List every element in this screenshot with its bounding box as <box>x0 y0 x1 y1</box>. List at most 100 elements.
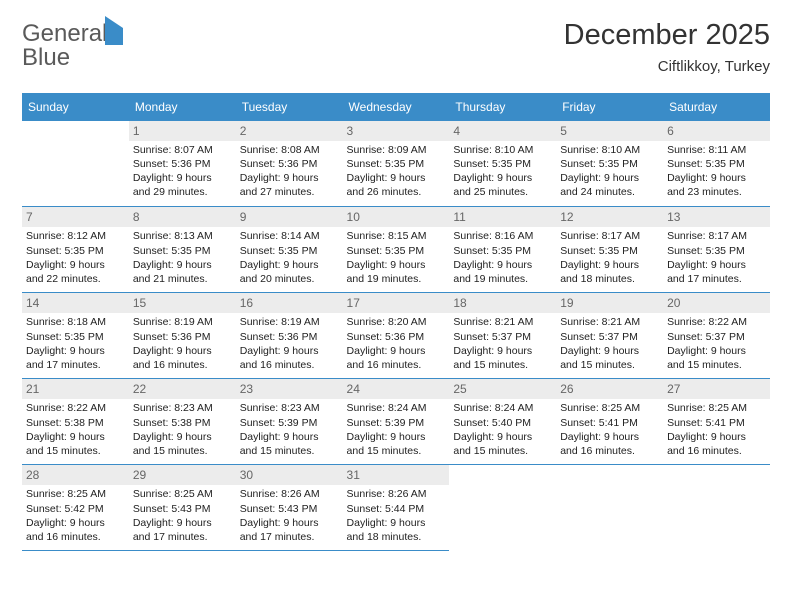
calendar-cell: 15Sunrise: 8:19 AMSunset: 5:36 PMDayligh… <box>129 293 236 379</box>
day-line-d1: Daylight: 9 hours <box>347 344 446 358</box>
day-number: 9 <box>236 207 343 227</box>
calendar-cell: 12Sunrise: 8:17 AMSunset: 5:35 PMDayligh… <box>556 207 663 293</box>
day-line-d1: Daylight: 9 hours <box>26 430 125 444</box>
day-line-d1: Daylight: 9 hours <box>133 430 232 444</box>
day-details: Sunrise: 8:26 AMSunset: 5:44 PMDaylight:… <box>343 487 450 548</box>
logo: General Blue <box>22 22 123 70</box>
day-line-d2: and 16 minutes. <box>560 444 659 458</box>
day-details: Sunrise: 8:23 AMSunset: 5:39 PMDaylight:… <box>236 401 343 462</box>
day-number: 15 <box>129 293 236 313</box>
day-line-sr: Sunrise: 8:10 AM <box>560 143 659 157</box>
day-number: 4 <box>449 121 556 141</box>
day-number: 27 <box>663 379 770 399</box>
day-line-ss: Sunset: 5:39 PM <box>240 416 339 430</box>
day-details: Sunrise: 8:20 AMSunset: 5:36 PMDaylight:… <box>343 315 450 376</box>
day-line-ss: Sunset: 5:35 PM <box>26 330 125 344</box>
day-details: Sunrise: 8:26 AMSunset: 5:43 PMDaylight:… <box>236 487 343 548</box>
day-details: Sunrise: 8:12 AMSunset: 5:35 PMDaylight:… <box>22 229 129 290</box>
day-number: 19 <box>556 293 663 313</box>
day-details: Sunrise: 8:08 AMSunset: 5:36 PMDaylight:… <box>236 143 343 204</box>
day-line-d2: and 21 minutes. <box>133 272 232 286</box>
day-line-d1: Daylight: 9 hours <box>133 258 232 272</box>
day-line-d2: and 22 minutes. <box>26 272 125 286</box>
calendar-week-row: 21Sunrise: 8:22 AMSunset: 5:38 PMDayligh… <box>22 379 770 465</box>
day-line-sr: Sunrise: 8:24 AM <box>347 401 446 415</box>
title-block: December 2025 Ciftlikkoy, Turkey <box>564 20 770 75</box>
day-number: 14 <box>22 293 129 313</box>
calendar-cell: 25Sunrise: 8:24 AMSunset: 5:40 PMDayligh… <box>449 379 556 465</box>
day-number: 13 <box>663 207 770 227</box>
logo-triangle-icon <box>105 16 123 45</box>
day-line-d2: and 16 minutes. <box>240 358 339 372</box>
day-line-d1: Daylight: 9 hours <box>133 516 232 530</box>
day-line-d2: and 19 minutes. <box>453 272 552 286</box>
calendar-week-row: 1Sunrise: 8:07 AMSunset: 5:36 PMDaylight… <box>22 121 770 207</box>
day-line-sr: Sunrise: 8:09 AM <box>347 143 446 157</box>
day-line-sr: Sunrise: 8:14 AM <box>240 229 339 243</box>
day-details: Sunrise: 8:22 AMSunset: 5:38 PMDaylight:… <box>22 401 129 462</box>
day-line-d2: and 19 minutes. <box>347 272 446 286</box>
day-line-d1: Daylight: 9 hours <box>26 516 125 530</box>
day-line-sr: Sunrise: 8:23 AM <box>133 401 232 415</box>
calendar-cell: 8Sunrise: 8:13 AMSunset: 5:35 PMDaylight… <box>129 207 236 293</box>
day-line-ss: Sunset: 5:35 PM <box>667 244 766 258</box>
day-line-d2: and 26 minutes. <box>347 185 446 199</box>
day-line-sr: Sunrise: 8:16 AM <box>453 229 552 243</box>
day-line-d2: and 16 minutes. <box>667 444 766 458</box>
day-number: 7 <box>22 207 129 227</box>
day-number: 18 <box>449 293 556 313</box>
day-line-d1: Daylight: 9 hours <box>240 258 339 272</box>
calendar-body: 1Sunrise: 8:07 AMSunset: 5:36 PMDaylight… <box>22 121 770 551</box>
day-line-ss: Sunset: 5:37 PM <box>453 330 552 344</box>
day-details: Sunrise: 8:21 AMSunset: 5:37 PMDaylight:… <box>556 315 663 376</box>
day-details: Sunrise: 8:10 AMSunset: 5:35 PMDaylight:… <box>556 143 663 204</box>
day-line-d2: and 29 minutes. <box>133 185 232 199</box>
day-line-ss: Sunset: 5:36 PM <box>240 157 339 171</box>
calendar-cell: 16Sunrise: 8:19 AMSunset: 5:36 PMDayligh… <box>236 293 343 379</box>
day-line-sr: Sunrise: 8:22 AM <box>667 315 766 329</box>
calendar-cell: 20Sunrise: 8:22 AMSunset: 5:37 PMDayligh… <box>663 293 770 379</box>
day-line-d1: Daylight: 9 hours <box>560 344 659 358</box>
day-line-d2: and 17 minutes. <box>240 530 339 544</box>
day-number: 5 <box>556 121 663 141</box>
calendar-page: General Blue December 2025 Ciftlikkoy, T… <box>0 0 792 561</box>
day-details: Sunrise: 8:25 AMSunset: 5:41 PMDaylight:… <box>556 401 663 462</box>
day-line-d2: and 16 minutes. <box>133 358 232 372</box>
day-line-sr: Sunrise: 8:13 AM <box>133 229 232 243</box>
day-line-d1: Daylight: 9 hours <box>560 171 659 185</box>
calendar-cell: 28Sunrise: 8:25 AMSunset: 5:42 PMDayligh… <box>22 465 129 551</box>
days-of-week-row: SundayMondayTuesdayWednesdayThursdayFrid… <box>22 93 770 121</box>
day-line-sr: Sunrise: 8:26 AM <box>347 487 446 501</box>
day-line-d2: and 15 minutes. <box>453 444 552 458</box>
day-line-d1: Daylight: 9 hours <box>240 344 339 358</box>
calendar-cell: 29Sunrise: 8:25 AMSunset: 5:43 PMDayligh… <box>129 465 236 551</box>
day-details: Sunrise: 8:24 AMSunset: 5:40 PMDaylight:… <box>449 401 556 462</box>
day-line-sr: Sunrise: 8:25 AM <box>133 487 232 501</box>
day-number: 25 <box>449 379 556 399</box>
day-details: Sunrise: 8:25 AMSunset: 5:42 PMDaylight:… <box>22 487 129 548</box>
day-line-ss: Sunset: 5:42 PM <box>26 502 125 516</box>
day-line-d1: Daylight: 9 hours <box>667 171 766 185</box>
day-number: 28 <box>22 465 129 485</box>
day-details: Sunrise: 8:18 AMSunset: 5:35 PMDaylight:… <box>22 315 129 376</box>
day-number: 30 <box>236 465 343 485</box>
calendar-cell <box>449 465 556 551</box>
day-number: 12 <box>556 207 663 227</box>
day-header: Wednesday <box>343 93 450 121</box>
day-line-d1: Daylight: 9 hours <box>560 430 659 444</box>
day-details: Sunrise: 8:17 AMSunset: 5:35 PMDaylight:… <box>663 229 770 290</box>
day-line-ss: Sunset: 5:36 PM <box>133 330 232 344</box>
calendar-cell: 31Sunrise: 8:26 AMSunset: 5:44 PMDayligh… <box>343 465 450 551</box>
calendar-week-row: 28Sunrise: 8:25 AMSunset: 5:42 PMDayligh… <box>22 465 770 551</box>
calendar-cell: 10Sunrise: 8:15 AMSunset: 5:35 PMDayligh… <box>343 207 450 293</box>
day-line-d2: and 25 minutes. <box>453 185 552 199</box>
day-details: Sunrise: 8:23 AMSunset: 5:38 PMDaylight:… <box>129 401 236 462</box>
calendar-cell: 13Sunrise: 8:17 AMSunset: 5:35 PMDayligh… <box>663 207 770 293</box>
calendar-cell: 23Sunrise: 8:23 AMSunset: 5:39 PMDayligh… <box>236 379 343 465</box>
day-details: Sunrise: 8:22 AMSunset: 5:37 PMDaylight:… <box>663 315 770 376</box>
day-line-d1: Daylight: 9 hours <box>133 171 232 185</box>
calendar-cell: 24Sunrise: 8:24 AMSunset: 5:39 PMDayligh… <box>343 379 450 465</box>
day-line-d2: and 17 minutes. <box>133 530 232 544</box>
day-line-d1: Daylight: 9 hours <box>453 258 552 272</box>
day-line-d2: and 15 minutes. <box>453 358 552 372</box>
